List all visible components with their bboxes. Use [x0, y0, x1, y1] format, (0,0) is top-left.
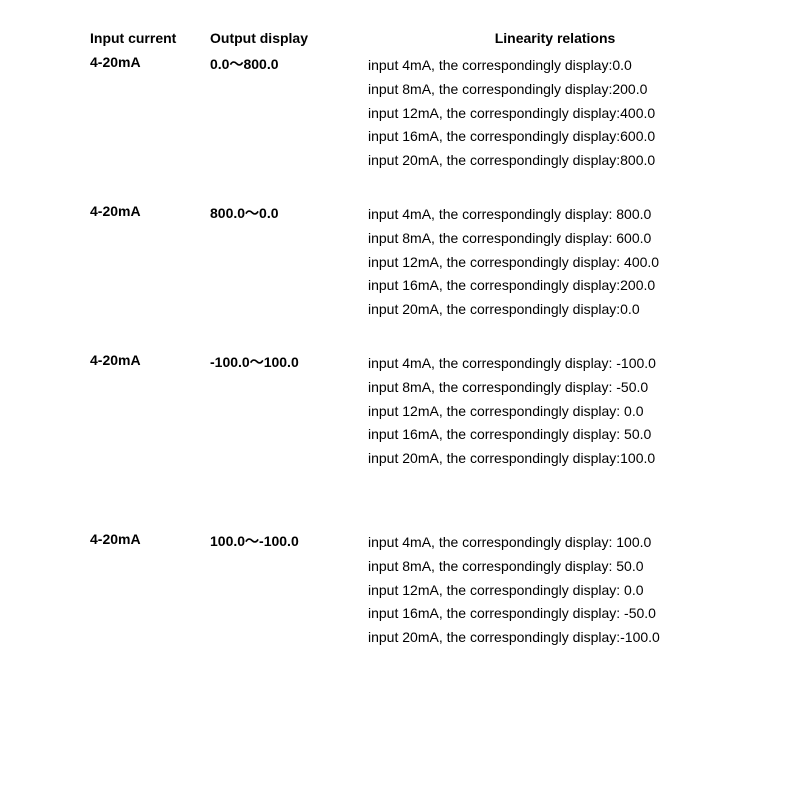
relation-line: input 8mA, the correspondingly display: …	[360, 376, 750, 400]
cell-input-current: 4-20mA	[90, 352, 210, 531]
relation-line: input 16mA, the correspondingly display:…	[360, 274, 750, 298]
cell-output-display: 100.0～-100.0	[210, 531, 360, 680]
cell-input-current: 4-20mA	[90, 203, 210, 352]
relation-line: input 16mA, the correspondingly display:…	[360, 423, 750, 447]
relation-line: input 8mA, the correspondingly display: …	[360, 555, 750, 579]
relation-line: input 16mA, the correspondingly display:…	[360, 125, 750, 149]
cell-input-current: 4-20mA	[90, 54, 210, 203]
cell-output-display: 800.0～0.0	[210, 203, 360, 352]
relation-line: input 12mA, the correspondingly display:…	[360, 251, 750, 275]
relation-line: input 20mA, the correspondingly display:…	[360, 298, 750, 322]
table-row: 4-20mA 0.0～800.0 input 4mA, the correspo…	[90, 54, 750, 203]
relation-line: input 4mA, the correspondingly display: …	[360, 352, 750, 376]
header-linearity-relations: Linearity relations	[360, 30, 750, 54]
cell-output-display: -100.0～100.0	[210, 352, 360, 531]
relation-line: input 12mA, the correspondingly display:…	[360, 400, 750, 424]
cell-relations: input 4mA, the correspondingly display: …	[360, 531, 750, 680]
relation-line: input 20mA, the correspondingly display:…	[360, 149, 750, 173]
cell-relations: input 4mA, the correspondingly display: …	[360, 352, 750, 531]
cell-input-current: 4-20mA	[90, 531, 210, 680]
table-row: 4-20mA -100.0～100.0 input 4mA, the corre…	[90, 352, 750, 531]
table-row: 4-20mA 800.0～0.0 input 4mA, the correspo…	[90, 203, 750, 352]
relation-line: input 12mA, the correspondingly display:…	[360, 579, 750, 603]
relation-line: input 4mA, the correspondingly display: …	[360, 203, 750, 227]
cell-relations: input 4mA, the correspondingly display:0…	[360, 54, 750, 203]
relation-line: input 8mA, the correspondingly display:2…	[360, 78, 750, 102]
cell-relations: input 4mA, the correspondingly display: …	[360, 203, 750, 352]
table-row: 4-20mA 100.0～-100.0 input 4mA, the corre…	[90, 531, 750, 680]
relation-line: input 20mA, the correspondingly display:…	[360, 447, 750, 471]
relation-line: input 4mA, the correspondingly display:0…	[360, 54, 750, 78]
header-output-display: Output display	[210, 30, 360, 54]
relation-line: input 4mA, the correspondingly display: …	[360, 531, 750, 555]
header-input-current: Input current	[90, 30, 210, 54]
table-header-row: Input current Output display Linearity r…	[90, 30, 750, 54]
linearity-table: Input current Output display Linearity r…	[90, 30, 750, 680]
relation-line: input 8mA, the correspondingly display: …	[360, 227, 750, 251]
relation-line: input 12mA, the correspondingly display:…	[360, 102, 750, 126]
relation-line: input 20mA, the correspondingly display:…	[360, 626, 750, 650]
relation-line: input 16mA, the correspondingly display:…	[360, 602, 750, 626]
cell-output-display: 0.0～800.0	[210, 54, 360, 203]
